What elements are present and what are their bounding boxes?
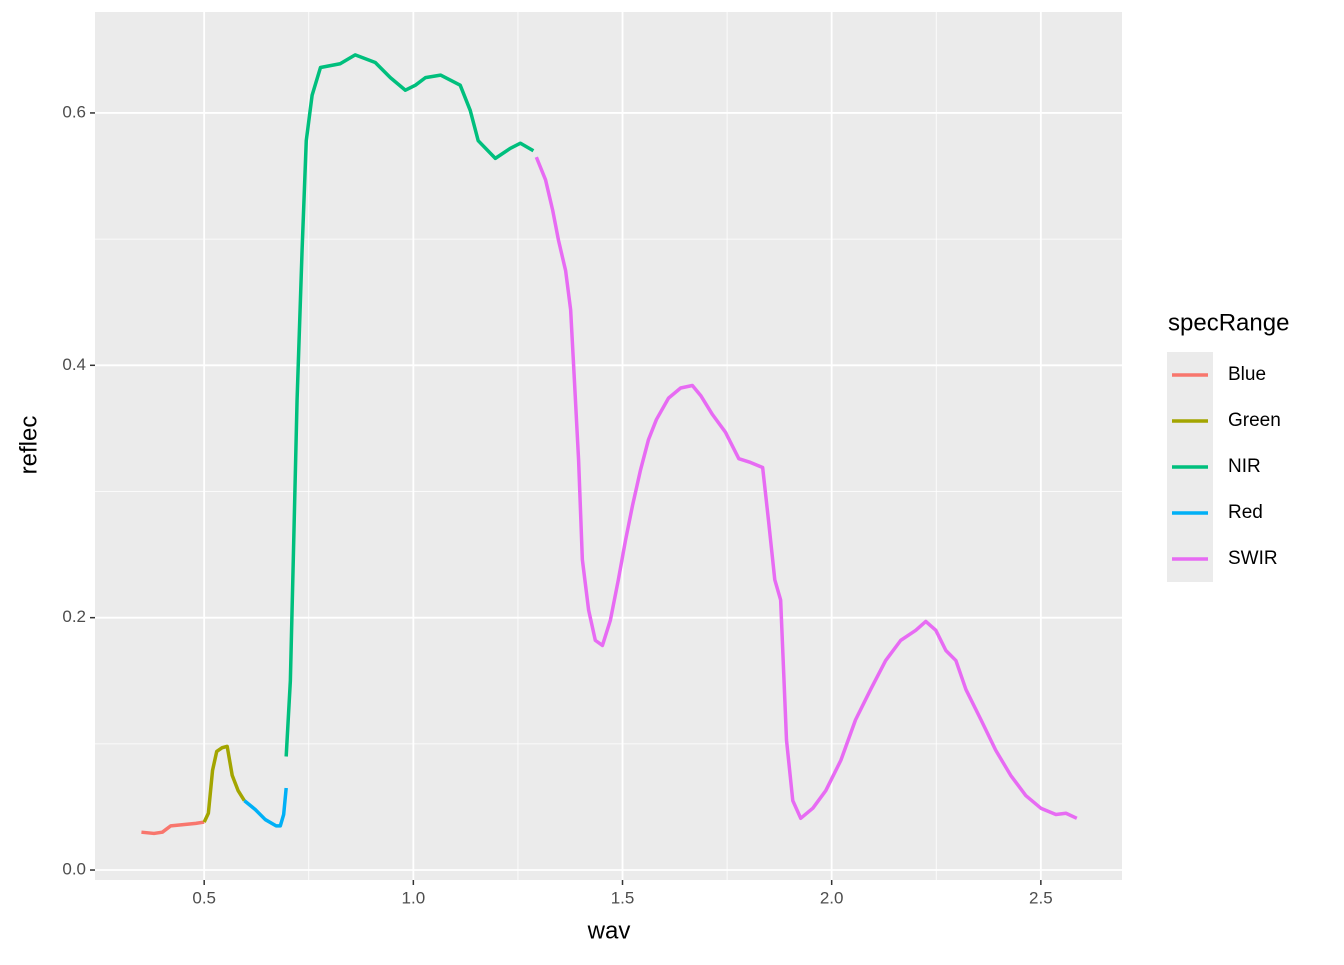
plot-panel [95, 12, 1122, 880]
series-line [243, 787, 288, 828]
legend-label: Blue [1228, 364, 1266, 385]
x-tick-label: 1.0 [402, 888, 426, 907]
y-tick-label: 0.2 [62, 607, 86, 626]
series-line [202, 744, 246, 823]
x-tick-label: 0.5 [192, 888, 216, 907]
legend-label: Red [1228, 502, 1263, 523]
y-axis-title: reflec [15, 416, 42, 475]
x-tick-label: 2.5 [1029, 888, 1053, 907]
series-line [534, 156, 1078, 821]
legend-label: SWIR [1228, 548, 1278, 569]
legend-label: Green [1228, 410, 1281, 431]
x-axis-title: wav [587, 917, 631, 944]
series-line [284, 53, 535, 757]
y-tick-label: 0.0 [62, 860, 86, 879]
x-tick-label: 1.5 [611, 888, 635, 907]
legend-label: NIR [1228, 456, 1261, 477]
series-line [141, 820, 205, 836]
legend-title: specRange [1168, 309, 1289, 336]
y-tick-label: 0.4 [62, 355, 86, 374]
y-tick-label: 0.6 [62, 102, 86, 121]
x-tick-label: 2.0 [820, 888, 844, 907]
